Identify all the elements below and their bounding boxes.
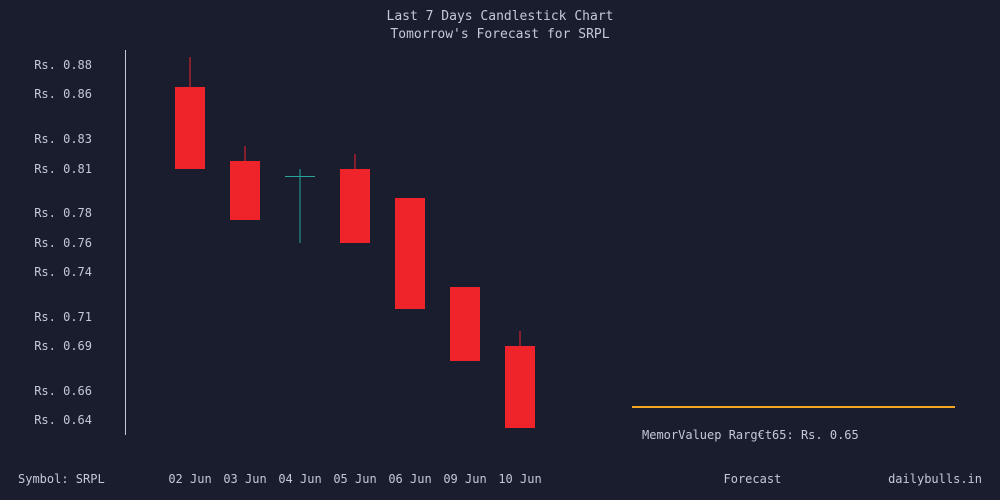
candle (505, 50, 535, 450)
candle-body (285, 176, 315, 177)
y-tick-label: Rs. 0.74 (34, 265, 92, 279)
candle (340, 50, 370, 450)
y-tick-label: Rs. 0.66 (34, 384, 92, 398)
y-tick-label: Rs. 0.76 (34, 236, 92, 250)
candle-body (230, 161, 260, 220)
y-tick-label: Rs. 0.69 (34, 339, 92, 353)
chart-plot-area: MemorValuep Rarg€t65: Rs. 0.65 (105, 50, 955, 450)
candle (395, 50, 425, 450)
footer: Symbol: SRPL Forecast dailybulls.in (0, 472, 1000, 490)
y-tick-label: Rs. 0.64 (34, 413, 92, 427)
forecast-line (632, 406, 955, 408)
candle-body (340, 169, 370, 243)
watermark: dailybulls.in (888, 472, 982, 486)
forecast-overlay-text: MemorValuep Rarg€t65: Rs. 0.65 (642, 428, 859, 442)
candle (175, 50, 205, 450)
chart-title-line2: Tomorrow's Forecast for SRPL (0, 26, 1000, 44)
candle (230, 50, 260, 450)
y-tick-label: Rs. 0.71 (34, 310, 92, 324)
candle (285, 50, 315, 450)
y-tick-label: Rs. 0.88 (34, 58, 92, 72)
candlestick-plot (105, 50, 955, 450)
y-tick-label: Rs. 0.81 (34, 162, 92, 176)
forecast-x-label: Forecast (724, 472, 782, 486)
y-tick-label: Rs. 0.83 (34, 132, 92, 146)
candle-body (175, 87, 205, 168)
y-tick-label: Rs. 0.78 (34, 206, 92, 220)
y-tick-label: Rs. 0.86 (34, 87, 92, 101)
candle-body (505, 346, 535, 427)
y-axis: Rs. 0.88 Rs. 0.86 Rs. 0.83 Rs. 0.81 Rs. 0.78… (0, 50, 100, 450)
candle-wick (300, 169, 301, 243)
candle (450, 50, 480, 450)
symbol-label: Symbol: SRPL (18, 472, 105, 486)
candle-body (450, 287, 480, 361)
candle-body (395, 198, 425, 309)
chart-title-line1: Last 7 Days Candlestick Chart (0, 8, 1000, 26)
